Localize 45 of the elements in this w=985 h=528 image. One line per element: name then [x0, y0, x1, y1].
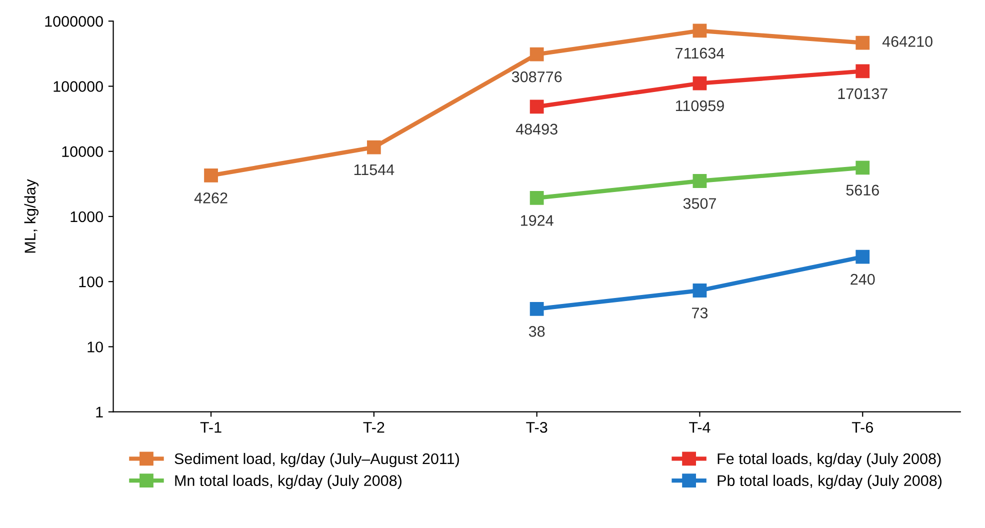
x-tick-label: T-3 [526, 422, 548, 433]
point [856, 250, 870, 264]
point [692, 76, 707, 90]
data-label: 308776 [512, 71, 562, 82]
data-label: 48493 [516, 124, 558, 135]
x-tick-label: T-2 [363, 422, 384, 433]
point [692, 24, 707, 38]
y-tick-label: 1000000 [45, 16, 103, 27]
data-label: 5616 [846, 184, 879, 196]
point [692, 174, 707, 188]
y-tick-label: 1000 [70, 211, 103, 222]
y-tick-label: 10 [88, 342, 103, 352]
data-label: 38 [528, 326, 545, 337]
point [856, 64, 870, 78]
data-label: 4262 [194, 192, 228, 204]
data-label: 711634 [676, 48, 724, 59]
x-tick-label: T-1 [200, 422, 222, 433]
legend-label: Fe total loads, kg/day (July 2008) [718, 452, 941, 468]
data-label: 110959 [676, 100, 724, 112]
legend-label: Sediment load, kg/day (July–August 2011) [174, 452, 459, 468]
y-tick-label: 100000 [54, 81, 103, 92]
y-axis-title: ML, kg/day [24, 179, 39, 253]
data-label: 170137 [838, 88, 888, 100]
point [692, 284, 707, 298]
data-label: 1924 [521, 215, 554, 226]
point [366, 140, 381, 154]
legend-label: Pb total loads, kg/day (July 2008) [718, 474, 942, 490]
y-tick-label: 1 [96, 406, 103, 418]
legend-label: Mn total loads, kg/day (July 2008) [175, 474, 402, 490]
data-label: 73 [692, 308, 708, 318]
data-label: 240 [850, 274, 875, 285]
data-label: 3507 [683, 198, 716, 209]
point [530, 100, 544, 114]
point [856, 160, 870, 175]
y-tick-label: 100 [79, 276, 103, 288]
point [530, 191, 544, 205]
point [530, 302, 544, 316]
y-tick-label: 10000 [62, 146, 103, 158]
x-tick-label: T-6 [852, 422, 873, 433]
point [530, 47, 544, 62]
point [856, 36, 870, 50]
data-label: 464210 [882, 36, 932, 47]
x-tick-label: T-4 [689, 422, 710, 433]
point [204, 168, 218, 182]
data-label: 11544 [354, 164, 394, 176]
